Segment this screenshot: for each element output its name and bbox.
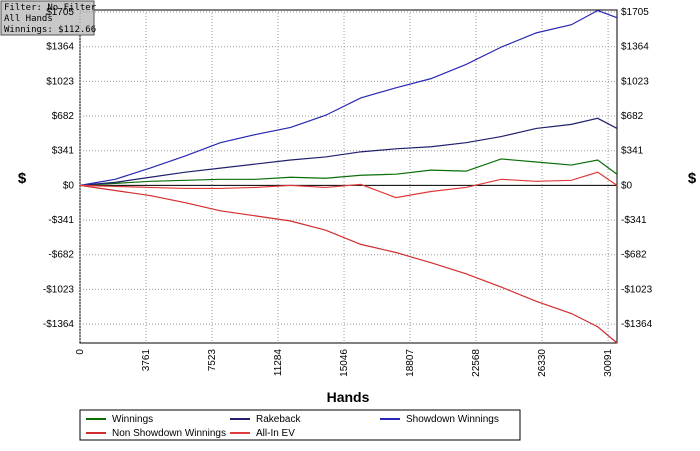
x-tick-label: 7523 bbox=[207, 349, 218, 372]
y-tick-label: -$682 bbox=[48, 250, 74, 261]
x-axis-label: Hands bbox=[327, 389, 370, 405]
x-tick-label: 11284 bbox=[273, 349, 284, 377]
legend-label: Rakeback bbox=[256, 414, 301, 425]
y-axis-label: $ bbox=[18, 170, 27, 187]
y-tick-label: $1364 bbox=[46, 42, 74, 53]
legend-label: Non Showdown Winnings bbox=[112, 428, 226, 439]
y-tick-label: -$341 bbox=[48, 215, 74, 226]
y-tick-label: $682 bbox=[52, 111, 75, 122]
series-line bbox=[79, 184, 618, 344]
x-tick-label: 18807 bbox=[405, 349, 416, 377]
series-line bbox=[79, 158, 618, 186]
y2-tick-label: -$341 bbox=[621, 215, 647, 226]
x-tick-label: 22568 bbox=[471, 349, 482, 377]
info-line: Filter: No Filter bbox=[4, 3, 97, 13]
y2-tick-label: $682 bbox=[621, 111, 644, 122]
legend-label: All-In EV bbox=[256, 428, 295, 439]
y-tick-label: $1705 bbox=[46, 7, 74, 18]
y2-tick-label: -$1364 bbox=[621, 319, 653, 330]
y2-tick-label: $1364 bbox=[621, 42, 649, 53]
y-tick-label: $1023 bbox=[46, 76, 74, 87]
series-line bbox=[79, 171, 618, 199]
y2-tick-label: $341 bbox=[621, 146, 644, 157]
y2-tick-label: -$682 bbox=[621, 250, 647, 261]
legend bbox=[79, 409, 521, 441]
y2-tick-label: $1023 bbox=[621, 76, 649, 87]
x-tick-label: 0 bbox=[75, 349, 86, 355]
x-tick-label: 15046 bbox=[339, 349, 350, 377]
y-tick-label: $341 bbox=[52, 146, 75, 157]
y2-tick-label: $0 bbox=[621, 180, 633, 191]
info-line: Winnings: $112.66 bbox=[4, 25, 96, 35]
x-tick-label: 30091 bbox=[603, 349, 614, 377]
info-background bbox=[0, 0, 95, 36]
y-tick-label: -$1023 bbox=[43, 284, 75, 295]
info-box: Filter: No Filter All Hands Winnings: $1… bbox=[0, 0, 97, 36]
y-tick-label: $0 bbox=[63, 180, 75, 191]
series-line bbox=[79, 117, 618, 186]
y2-tick-label: $1705 bbox=[621, 7, 649, 18]
legend-label: Winnings bbox=[112, 414, 153, 425]
legend-label: Showdown Winnings bbox=[406, 414, 499, 425]
info-line: All Hands bbox=[4, 14, 53, 24]
y-tick-label: -$1364 bbox=[43, 319, 75, 330]
y2-tick-label: -$1023 bbox=[621, 284, 653, 295]
series-line bbox=[79, 9, 618, 186]
x-tick-label: 26330 bbox=[537, 349, 548, 377]
y2-axis-label: $ bbox=[688, 170, 697, 187]
x-tick-label: 3761 bbox=[141, 349, 152, 372]
